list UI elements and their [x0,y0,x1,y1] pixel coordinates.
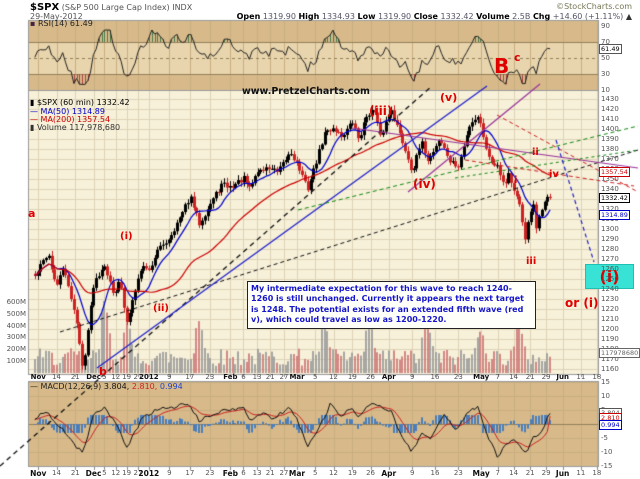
ticker-description: (S&P 500 Large Cap Index) INDX [61,3,193,12]
legend-volume-text: Volume 117,978,680 [36,123,121,132]
high-value: 1334.93 [321,12,355,21]
macd-legend-name: MACD(12,26,9) [40,382,102,391]
open-label: Open [236,12,261,21]
symbol-title: $SPX (S&P 500 Large Cap Index) INDX [30,2,192,13]
volume-bars-icon: ▮ [30,123,35,132]
macd-line-icon: — [30,382,38,391]
legend-spx: ▮ $SPX (60 min) 1332.42 [30,99,130,107]
legend-volume: ▮ Volume 117,978,680 [30,124,120,132]
copyright-text: ©StockCharts.com [556,2,632,11]
quote-summary: Open 1319.90 High 1334.93 Low 1319.90 Cl… [237,12,632,21]
rsi-series-icon: ▪ [30,19,36,28]
candlestick-icon: ▮ [30,98,35,107]
volume-label: Volume [476,12,510,21]
legend-ma50-text: MA(50) 1314.89 [40,107,105,116]
low-value: 1319.90 [378,12,412,21]
ma50-line-icon: — [30,107,38,116]
rsi-legend: ▪ RSI(14) 61.49 [30,20,93,28]
close-label: Close [413,12,438,21]
ma200-line-icon: — [30,115,38,124]
legend-ma200: — MA(200) 1357.54 [30,116,110,124]
legend-spx-text: $SPX (60 min) 1332.42 [36,98,130,107]
macd-value-1: 3.804, [103,382,130,391]
macd-value-3: 0.994 [159,382,183,391]
up-arrow-icon: ▲ [625,12,632,21]
volume-value: 2.5B [512,12,531,21]
macd-value-2: 2.810, [131,382,158,391]
change-label: Chg [532,12,551,21]
target-zone-label: (i) [599,267,620,286]
open-value: 1319.90 [262,12,296,21]
analysis-note: My intermediate expectation for this wav… [247,281,536,329]
ticker-symbol: $SPX [30,2,60,13]
high-label: High [298,12,320,21]
legend-ma50: — MA(50) 1314.89 [30,108,105,116]
low-label: Low [357,12,376,21]
legend-ma200-text: MA(200) 1357.54 [40,115,111,124]
rsi-legend-text: RSI(14) 61.49 [37,19,93,28]
target-zone-box: (i) [585,264,634,289]
close-value: 1332.42 [440,12,474,21]
chart-date: 29-May-2012 [30,12,83,21]
change-value: +14.60 (+1.11%) [552,12,624,21]
macd-legend: — MACD(12,26,9) 3.804, 2.810, 0.994 [30,383,183,391]
watermark-pretzelcharts: www.PretzelCharts.com [242,86,370,97]
